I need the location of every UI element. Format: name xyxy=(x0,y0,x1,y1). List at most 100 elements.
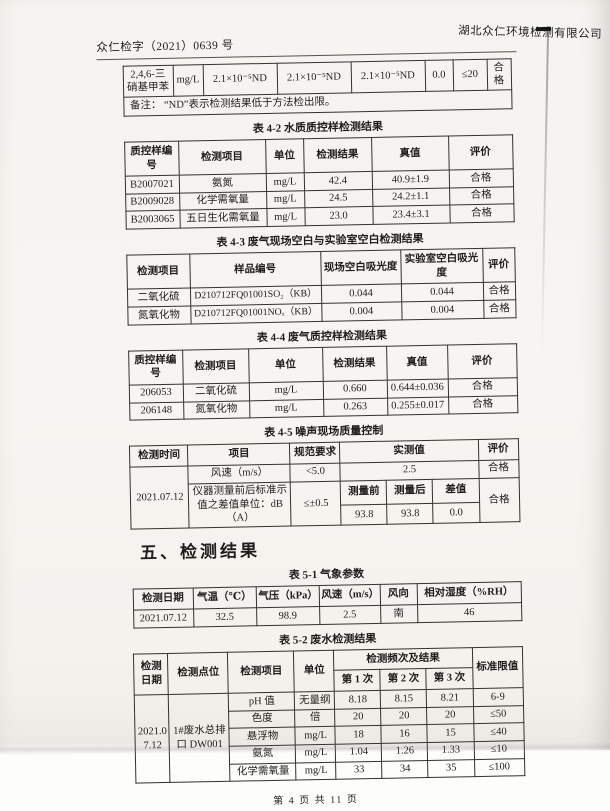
table-cell: 0.644±0.036 xyxy=(386,379,449,398)
table-cell: 二氧化硫 xyxy=(126,288,191,308)
table-cell: 化学需氧量 xyxy=(230,762,297,782)
table-header-cell: 气温（℃） xyxy=(192,587,257,610)
table-cell: 0.660 xyxy=(322,380,388,400)
table-cell: 18 xyxy=(335,725,382,745)
table-header-cell: 检测结果 xyxy=(303,137,372,173)
table-cell: 0.0 xyxy=(424,59,454,92)
table-cell: 35 xyxy=(428,759,475,778)
table-cell: 33 xyxy=(336,760,383,780)
table-header-cell: 检测时间 xyxy=(129,445,189,468)
table-cell: B2003065 xyxy=(125,210,180,230)
table-header-cell: 检测项目 xyxy=(178,139,266,176)
table-cell: 46 xyxy=(417,602,522,623)
table-header-cell: 第 1 次 xyxy=(334,669,381,692)
table-header-cell: 测量后 xyxy=(386,478,434,504)
table-header-cell: 项目 xyxy=(187,443,291,466)
table-cell: 0.0 xyxy=(433,502,480,524)
table-4-3: 检测项目 样品编号 现场空白吸光度 实验室空白吸光度 评价 二氧化硫 D2107… xyxy=(126,247,516,325)
table-header-cell: 测量前 xyxy=(340,479,388,505)
table-cell: 氮氧化物 xyxy=(127,306,191,325)
table-cell: 0.263 xyxy=(323,397,388,417)
table-header-cell: 真值 xyxy=(371,135,449,172)
table-cell: 合格 xyxy=(447,377,518,397)
table-header-cell: 质控样编号 xyxy=(128,349,183,386)
table-header-cell: 评价 xyxy=(477,438,519,461)
table-cell: 风速（m/s） xyxy=(188,463,291,484)
table-cell: 23.0 xyxy=(304,206,373,226)
table-cell: 合格 xyxy=(448,395,518,415)
table-cell: ≤100 xyxy=(474,758,525,777)
table-cell: mg/L xyxy=(265,172,305,192)
table-cell: 无量纲 xyxy=(294,691,336,710)
table-5-1: 检测日期 气温（℃） 气压（kPa） 风速（m/s） 风向 相对湿度（%RH） … xyxy=(132,582,522,629)
table-cell: ≤±0.5 xyxy=(290,480,342,527)
table-cell: 合格 xyxy=(449,204,514,224)
table-cell: mg/L xyxy=(266,190,305,209)
table-cell: 合格 xyxy=(448,168,514,188)
table-cell: mg/L xyxy=(248,381,324,401)
table-header-cell: 单位 xyxy=(248,347,323,383)
table-header-cell: 差值 xyxy=(432,477,480,504)
table-cell: 仪器测量前后标准示值之差值单位：dB（A） xyxy=(188,481,292,529)
table-header-cell: 实验室空白吸光度 xyxy=(400,248,483,285)
table-cell: 南 xyxy=(380,604,418,624)
table-cell: 化学需氧量 xyxy=(179,191,267,211)
table-4-5: 检测时间 项目 规范要求 实测值 评价 2021.07.12 风速（m/s） <… xyxy=(129,438,520,530)
table-cell: B2007021 xyxy=(124,175,180,195)
table-cell: mg/L xyxy=(296,761,337,781)
table-cell: 二氧化硫 xyxy=(182,382,250,402)
table-header-cell: 气压（kPa） xyxy=(255,586,320,608)
table-cell: pH 值 xyxy=(228,692,296,711)
table-cell: 合格 xyxy=(486,58,512,91)
table-cell: 8.21 xyxy=(426,688,474,708)
table-cell: 24.5 xyxy=(304,189,373,209)
table-cell: <5.0 xyxy=(290,463,341,482)
table-cell: 23.4±3.1 xyxy=(372,205,450,225)
table-cell: 倍 xyxy=(295,708,336,728)
table-header-cell: 评价 xyxy=(448,134,513,171)
table-header-cell: 质控样编号 xyxy=(124,141,179,177)
table-4-4: 质控样编号 检测项目 单位 检测结果 真值 评价 206053 二氧化硫 mg/… xyxy=(128,343,518,421)
table-cell: 8.15 xyxy=(380,689,428,709)
table-cell: 合格 xyxy=(483,299,516,319)
table-cell: 合格 xyxy=(478,477,520,523)
table-cell: 24.2±1.1 xyxy=(372,187,450,207)
table-cell: ≤20 xyxy=(452,59,488,92)
page-content: 众仁检字（2021）0639 号 湖北众仁环境检测有限公司 2,4,6-三硝基甲… xyxy=(86,25,602,811)
table-cell: 15 xyxy=(427,723,474,743)
table-header-cell: 单位 xyxy=(293,650,335,693)
table-header-cell: 风向 xyxy=(379,584,418,606)
table-continued: 2,4,6-三硝基甲苯 mg/L 2.1×10⁻⁵ND 2.1×10⁻⁵ND 2… xyxy=(122,58,512,117)
table-header-cell: 样品编号 xyxy=(189,251,321,289)
table-header-cell: 检测项目 xyxy=(227,650,295,694)
table-cell: 2.1×10⁻⁵ND xyxy=(350,60,426,94)
table-header-cell: 现场空白吸光度 xyxy=(320,250,401,286)
table-header-cell: 检测结果 xyxy=(322,345,387,382)
table-cell: 32.5 xyxy=(193,607,257,627)
table-header-cell: 单位 xyxy=(265,138,304,174)
table-cell: 2021.07.12 xyxy=(133,609,194,628)
page-corner-mark xyxy=(535,26,552,31)
table-cell: 6-9 xyxy=(472,687,524,707)
table-cell: 合格 xyxy=(449,186,514,206)
table-header-cell: 标准限值 xyxy=(471,646,523,689)
table-cell: 93.8 xyxy=(341,503,388,526)
table-header-cell: 真值 xyxy=(386,344,448,381)
table-cell: 34 xyxy=(382,760,429,779)
table-cell: 0.255±0.017 xyxy=(387,396,449,416)
table-cell: 2021.07.12 xyxy=(134,694,171,784)
table-header-cell: 第 3 次 xyxy=(426,667,473,690)
section-heading: 五、检测结果 xyxy=(139,541,261,563)
table-cell: 0.044 xyxy=(320,284,402,304)
table-5-2: 检测日期 检测点位 检测项目 单位 检测频次及结果 标准限值 第 1 次 第 2… xyxy=(133,646,525,784)
company-name: 湖北众仁环境检测有限公司 xyxy=(457,25,603,41)
table-header-cell: 风速（m/s） xyxy=(318,584,381,607)
table-cell: B2009028 xyxy=(125,193,180,212)
table-header-cell: 检测日期 xyxy=(133,653,169,696)
table-cell: 五日生化需氧量 xyxy=(179,208,267,229)
table-cell: 0.004 xyxy=(401,300,484,320)
table-cell: 合格 xyxy=(478,459,519,478)
table-cell: 98.9 xyxy=(256,606,320,626)
table-cell: 2.5 xyxy=(319,605,381,625)
